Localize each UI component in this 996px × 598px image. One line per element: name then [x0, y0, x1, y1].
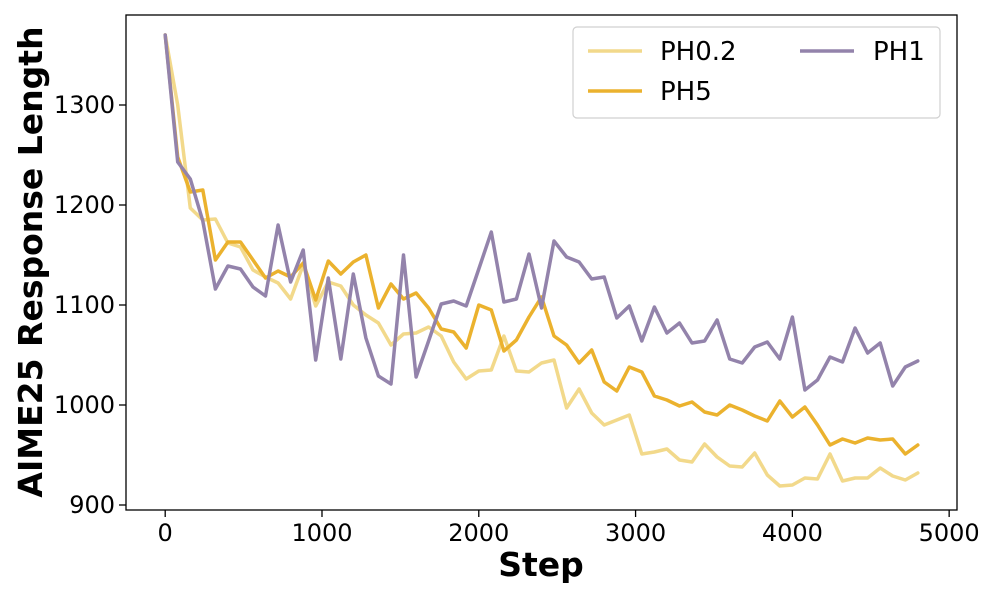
- series-line-ph0-2: [163, 33, 920, 488]
- series-line-ph1: [163, 33, 920, 392]
- series-layer: [163, 33, 920, 488]
- x-tick-label: 0: [158, 519, 173, 547]
- x-axis-title: Step: [498, 545, 584, 584]
- x-tick-label: 3000: [605, 519, 666, 547]
- x-tick-label: 5000: [919, 519, 980, 547]
- y-axis-title: AIME25 Response Length: [11, 26, 50, 497]
- y-tick-label: 1000: [54, 391, 115, 419]
- y-tick-label: 900: [69, 491, 115, 519]
- legend-label-ph5: PH5: [660, 77, 712, 107]
- y-tick-label: 1100: [54, 291, 115, 319]
- legend-label-ph0-2: PH0.2: [660, 37, 737, 67]
- x-tick-label: 2000: [448, 519, 509, 547]
- legend-label-ph1: PH1: [873, 37, 925, 67]
- legend: PH0.2 PH5 PH1: [572, 26, 941, 119]
- x-tick-label: 4000: [762, 519, 823, 547]
- ticks-layer: 0 1000 2000 3000 4000 5000 900 1000 1100 1200 1300: [54, 91, 980, 547]
- x-tick-label: 1000: [291, 519, 352, 547]
- plot-frame: [125, 14, 958, 511]
- y-tick-label: 1200: [54, 191, 115, 219]
- y-tick-label: 1300: [54, 91, 115, 119]
